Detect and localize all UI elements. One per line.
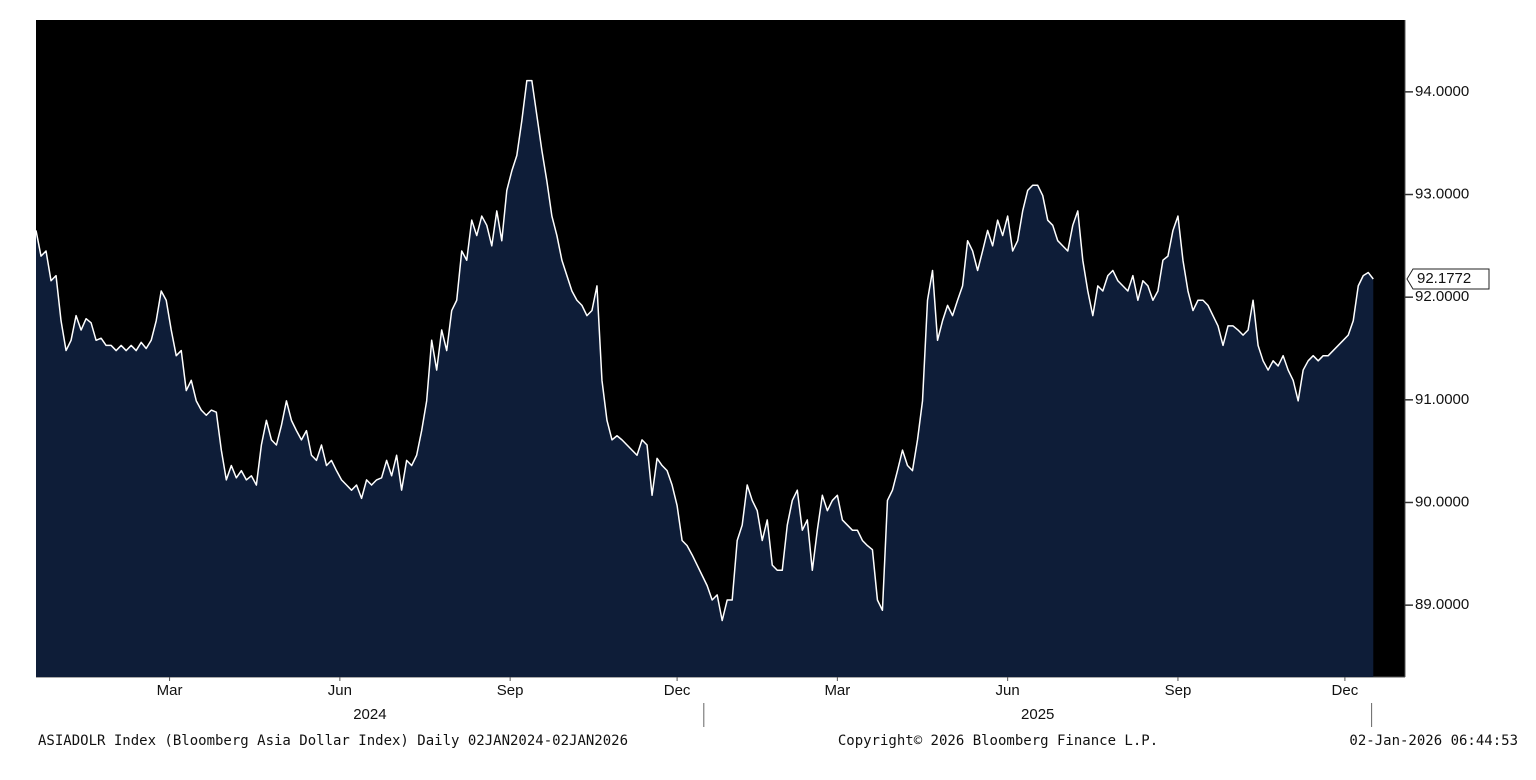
year-label: 2025: [1021, 706, 1054, 723]
footer-center: Copyright© 2026 Bloomberg Finance L.P.: [838, 733, 1158, 749]
footer-right: 02-Jan-2026 06:44:53: [1349, 733, 1518, 749]
series-line: [35, 79, 1374, 622]
year-label: 2024: [353, 706, 386, 723]
x-tick-label: Jun: [996, 682, 1020, 699]
x-tick-label: Dec: [1332, 682, 1359, 699]
x-tick-label: Sep: [497, 682, 524, 699]
footer-left: ASIADOLR Index (Bloomberg Asia Dollar In…: [38, 733, 628, 749]
area-fill: [36, 80, 1374, 677]
y-tick-label: 92.0000: [1415, 288, 1469, 305]
x-tick-label: Jun: [328, 682, 352, 699]
y-tick-label: 91.0000: [1415, 391, 1469, 408]
x-tick-label: Dec: [664, 682, 691, 699]
last-value-label: 92.1772: [1417, 270, 1471, 287]
x-tick-label: Sep: [1165, 682, 1192, 699]
last-value-box: [1406, 268, 1490, 290]
x-tick-label: Mar: [157, 682, 183, 699]
y-tick-label: 93.0000: [1415, 185, 1469, 202]
y-tick-label: 89.0000: [1415, 596, 1469, 613]
x-tick-label: Mar: [824, 682, 850, 699]
y-tick-label: 94.0000: [1415, 83, 1469, 100]
y-tick-label: 90.0000: [1415, 493, 1469, 510]
